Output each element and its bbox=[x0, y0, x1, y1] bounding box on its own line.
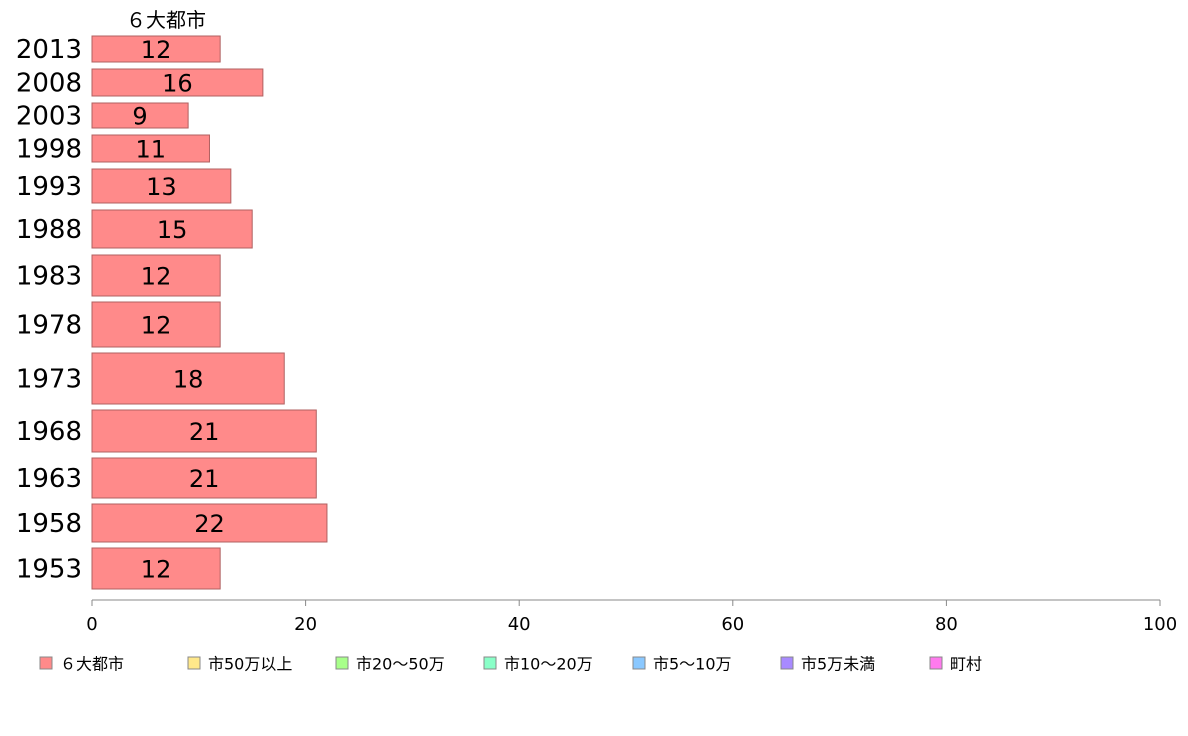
category-label: 1973 bbox=[16, 365, 82, 395]
category-label: 1978 bbox=[16, 311, 82, 341]
category-label: 1998 bbox=[16, 135, 82, 165]
bar bbox=[91, 254, 221, 297]
bar bbox=[91, 547, 221, 590]
category-label: 1993 bbox=[16, 172, 82, 202]
bar-value-label: 18 bbox=[173, 366, 204, 394]
x-tick-label: 60 bbox=[721, 614, 744, 635]
bar bbox=[91, 409, 317, 453]
category-label: 1968 bbox=[16, 417, 82, 447]
legend-label: 市5万未満 bbox=[801, 655, 875, 674]
category-label: 2003 bbox=[16, 102, 82, 132]
category-label: 1958 bbox=[16, 509, 82, 539]
bar-value-label: 22 bbox=[194, 510, 225, 538]
bar bbox=[91, 134, 210, 163]
legend-swatch bbox=[929, 656, 943, 670]
bar-value-label: 12 bbox=[141, 263, 172, 291]
bar bbox=[91, 209, 253, 249]
bar-value-label: 12 bbox=[141, 556, 172, 584]
category-label: 1963 bbox=[16, 464, 82, 494]
bar bbox=[91, 35, 221, 63]
legend-label: 市50万以上 bbox=[208, 655, 292, 674]
legend-swatch bbox=[780, 656, 794, 670]
bar-value-label: 12 bbox=[141, 312, 172, 340]
bar bbox=[91, 68, 264, 97]
legend-swatch bbox=[335, 656, 349, 670]
category-label: 2013 bbox=[16, 35, 82, 65]
x-tick-label: 40 bbox=[508, 614, 531, 635]
bar-value-label: 11 bbox=[135, 136, 166, 164]
legend-label: ６大都市 bbox=[60, 655, 124, 674]
legend-label: 町村 bbox=[950, 655, 982, 674]
bar-value-label: 12 bbox=[141, 36, 172, 64]
bar-value-label: 15 bbox=[157, 216, 188, 244]
category-label: 1988 bbox=[16, 215, 82, 245]
legend-label: 市10～20万 bbox=[504, 655, 593, 674]
legend: ６大都市 市50万以上 市20～50万 市10～20万 市5～10万 市5万未満 町村 bbox=[39, 655, 982, 674]
series-title: ６大都市 bbox=[126, 8, 206, 32]
legend-label: 市5～10万 bbox=[653, 655, 732, 674]
x-tick-label: 0 bbox=[86, 614, 97, 635]
legend-swatch bbox=[483, 656, 497, 670]
x-tick-label: 80 bbox=[935, 614, 958, 635]
bars: 12 2013 16 2008 9 2003 11 1998 13 1993 15 1988 12 198… bbox=[16, 35, 328, 590]
legend-swatch bbox=[187, 656, 201, 670]
category-label: 1953 bbox=[16, 555, 82, 585]
bar bbox=[91, 457, 317, 499]
category-label: 2008 bbox=[16, 69, 82, 99]
x-tick-label: 100 bbox=[1143, 614, 1177, 635]
bar bbox=[91, 102, 189, 129]
x-tick-label: 20 bbox=[294, 614, 317, 635]
legend-label: 市20～50万 bbox=[356, 655, 445, 674]
bar bbox=[91, 503, 328, 543]
legend-swatch bbox=[39, 656, 53, 670]
x-axis: 0 20 40 60 80 100 bbox=[86, 599, 1177, 635]
bar-value-label: 16 bbox=[162, 70, 193, 98]
bar-value-label: 21 bbox=[189, 465, 220, 493]
bar-value-label: 9 bbox=[132, 103, 147, 131]
legend-swatch bbox=[632, 656, 646, 670]
bar bbox=[91, 301, 221, 348]
category-label: 1983 bbox=[16, 262, 82, 292]
bar bbox=[91, 168, 232, 204]
bar-value-label: 21 bbox=[189, 418, 220, 446]
bar-value-label: 13 bbox=[146, 173, 177, 201]
bar bbox=[91, 352, 285, 405]
